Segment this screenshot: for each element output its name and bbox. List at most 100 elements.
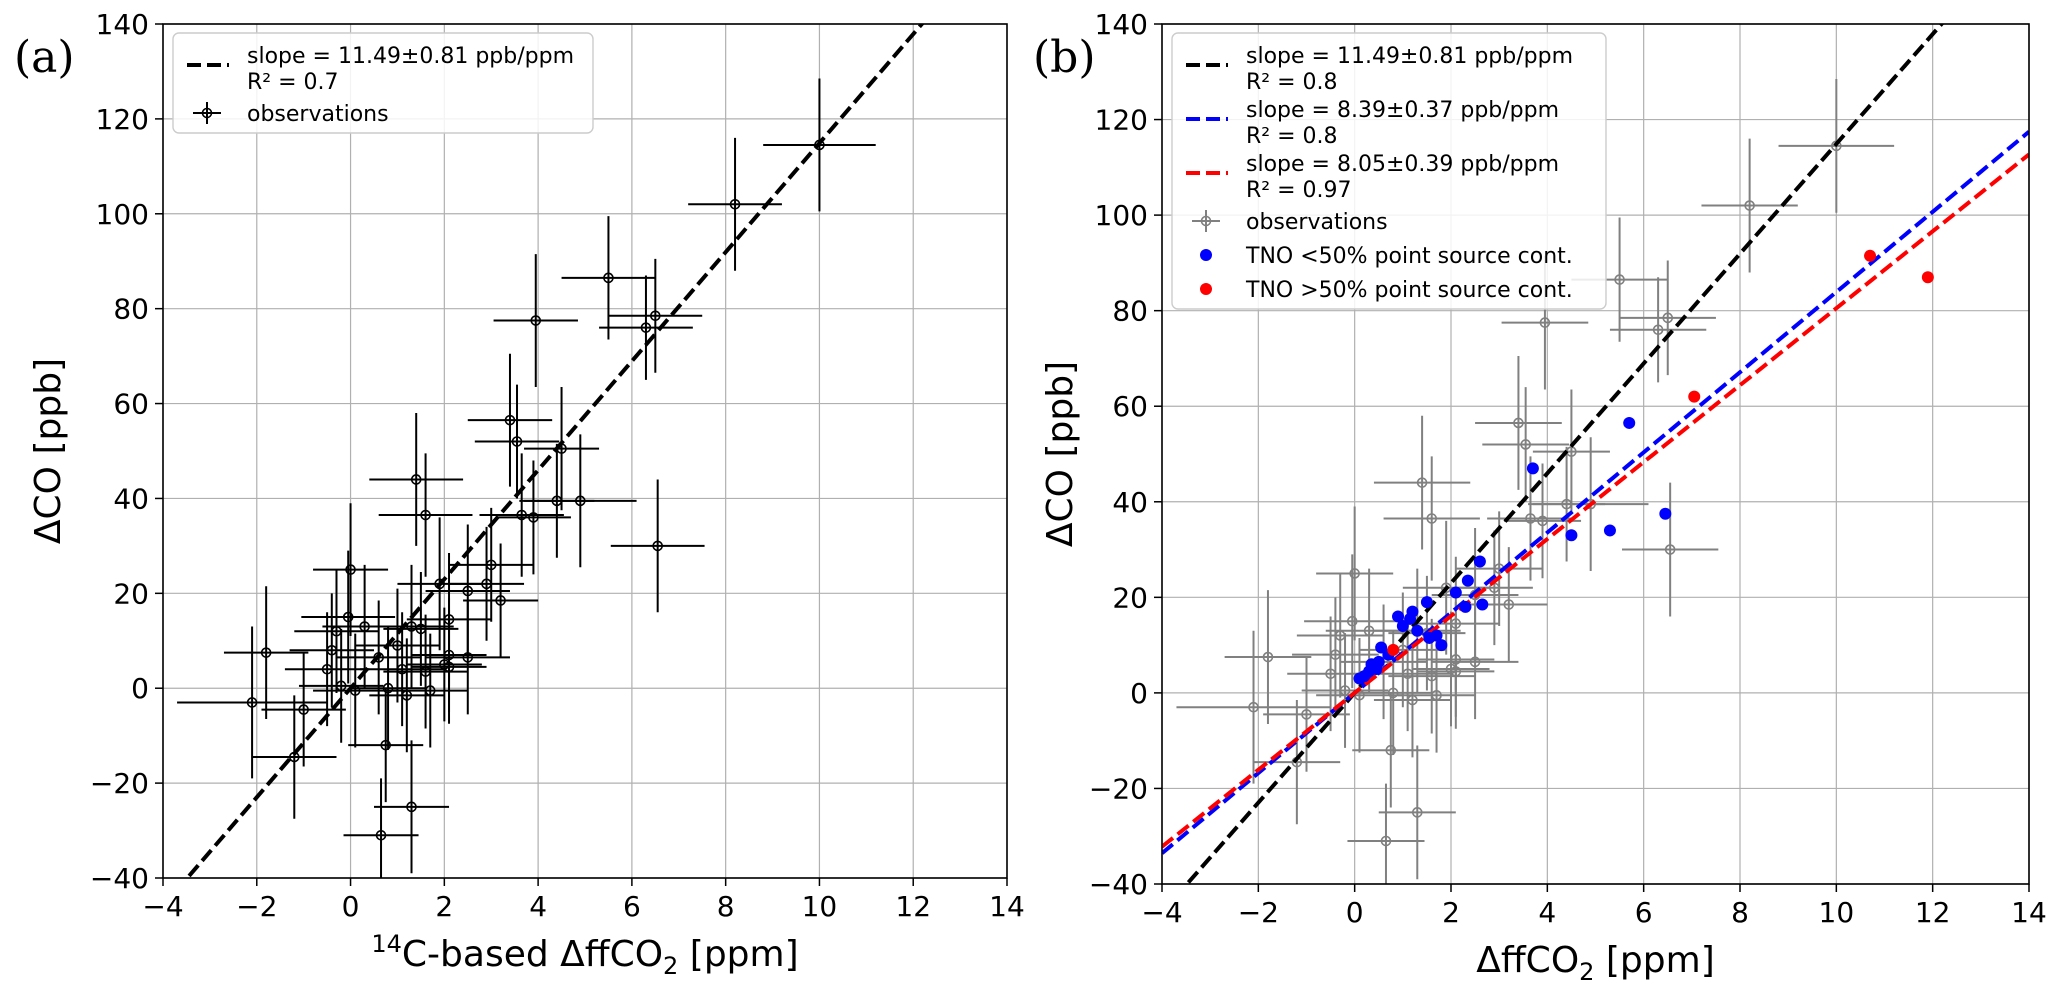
observation-marker — [1416, 477, 1428, 488]
observation-marker — [1662, 312, 1674, 324]
legend-tno-label: TNO <50% point source cont. — [1245, 244, 1573, 269]
x-axis-title: 14C-based ΔffCO2 [ppm] — [371, 930, 798, 980]
x-axis-title-main: ΔffCO — [1476, 940, 1579, 981]
observation-point — [355, 588, 440, 703]
x-tick-label: 10 — [802, 890, 838, 923]
observation-marker — [530, 315, 542, 326]
observation-point — [392, 633, 468, 748]
plot-area — [1162, 24, 2029, 884]
observation-point — [467, 353, 553, 487]
observation-point — [1398, 637, 1476, 753]
tno-marker-red — [1688, 390, 1701, 403]
observation-point — [608, 258, 703, 373]
observation-point — [524, 434, 637, 568]
observation-point — [289, 593, 374, 708]
observation-point — [1373, 415, 1471, 550]
y-tick-label: 80 — [113, 293, 149, 326]
x-tick-label: 4 — [529, 890, 547, 923]
tno-marker-blue — [1420, 596, 1433, 609]
observation-point — [378, 453, 473, 577]
observation-point — [495, 460, 571, 575]
observation-point — [369, 413, 464, 546]
y-axis-title: ΔCO [ppb] — [1040, 361, 1081, 547]
observation-point — [1431, 604, 1519, 720]
observation-marker — [1440, 582, 1452, 594]
y-tick-label: 20 — [1112, 581, 1148, 614]
observation-marker — [420, 509, 431, 521]
observation-marker — [1744, 200, 1755, 211]
legend-box — [172, 32, 594, 134]
y-tick-label: 80 — [1112, 295, 1148, 328]
observation-point — [1347, 783, 1425, 884]
tno-marker-blue — [1623, 416, 1636, 429]
observation-marker — [504, 414, 516, 426]
axes-frame — [1161, 23, 2030, 885]
y-tick-label: 40 — [113, 482, 149, 515]
legend-fit-r2: R² = 0.8 — [1246, 70, 1338, 95]
observation-point — [383, 614, 468, 729]
observation-marker — [260, 647, 272, 658]
panel-a: −4 −2 0 2 4 6 8 10 12 14−40−20020406080100120140(… — [14, 8, 1025, 980]
observation-marker — [1385, 744, 1397, 756]
fit-line-0 — [184, 24, 925, 878]
observation-point — [177, 626, 328, 779]
tno-marker-blue — [1473, 555, 1486, 568]
observation-marker — [406, 621, 417, 632]
x-axis-title-sub: 2 — [1579, 958, 1594, 983]
y-axis-title: ΔCO [ppb] — [28, 358, 69, 544]
axes-frame — [162, 23, 1008, 879]
y-tick-label: 0 — [1130, 677, 1148, 710]
x-tick-label: 14 — [2011, 896, 2047, 929]
legend-tno-marker — [1200, 249, 1212, 261]
x-tick-label: 12 — [1915, 896, 1951, 929]
observation-marker — [375, 829, 387, 841]
tno-marker-blue — [1603, 524, 1616, 537]
observation-marker — [575, 495, 586, 507]
observation-marker — [1431, 689, 1442, 701]
legend-fit-label: slope = 8.39±0.37 ppb/ppm — [1246, 98, 1559, 123]
observation-marker — [345, 564, 356, 575]
observation-marker — [439, 659, 450, 670]
tno-marker-red — [1921, 271, 1934, 284]
x-axis-title-unit: [ppm] — [1594, 940, 1714, 981]
observation-marker — [652, 540, 663, 552]
observation-marker — [326, 644, 338, 656]
y-tick-label: 120 — [1095, 104, 1148, 137]
observation-marker — [495, 595, 506, 606]
y-tick-label: 40 — [1112, 486, 1148, 519]
observation-point — [1292, 597, 1379, 712]
observation-marker — [1380, 835, 1392, 847]
observation-marker — [640, 322, 652, 333]
observation-point — [252, 695, 337, 819]
tno-marker-blue — [1430, 629, 1443, 642]
observation-marker — [1652, 324, 1664, 336]
y-tick-label: 20 — [113, 577, 149, 610]
observation-point — [1487, 456, 1574, 581]
x-axis-title-sub: 2 — [663, 952, 678, 980]
observation-marker — [650, 310, 661, 322]
observation-marker — [392, 640, 403, 651]
observation-point — [1532, 389, 1610, 514]
observation-marker — [1411, 807, 1423, 818]
tno-marker-blue — [1461, 574, 1474, 587]
observation-marker — [1520, 439, 1531, 450]
legend-obs-label: observations — [247, 102, 389, 127]
y-tick-label: 120 — [96, 103, 149, 136]
observation-point — [1609, 277, 1707, 383]
plot-area — [177, 24, 925, 878]
observation-marker — [1664, 544, 1676, 555]
x-tick-label: 8 — [1731, 896, 1749, 929]
observation-marker — [481, 578, 492, 590]
x-tick-label: 2 — [1442, 896, 1460, 929]
panel-b: −4 −2 0 2 4 6 8 10 12 14−40−20020406080100120140(… — [1033, 8, 2047, 983]
observation-point — [383, 571, 459, 686]
observation-marker — [462, 652, 474, 663]
y-tick-label: 60 — [113, 388, 149, 421]
legend-fit-label: slope = 11.49±0.81 ppb/ppm — [1246, 44, 1573, 69]
observation-marker — [1469, 656, 1481, 668]
legend-obs-label: observations — [1246, 210, 1388, 235]
tno-marker-blue — [1392, 610, 1405, 623]
tno-marker-blue — [1526, 462, 1539, 475]
